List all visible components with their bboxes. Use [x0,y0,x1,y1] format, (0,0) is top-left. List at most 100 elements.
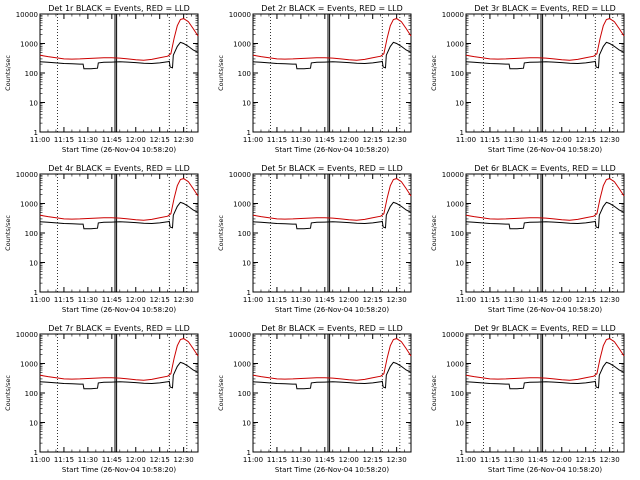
x-tick-label: 12:15 [150,136,170,144]
x-tick-label: 11:00 [30,456,50,464]
x-tick-label: 12:30 [600,296,620,304]
x-tick-label: 11:15 [54,296,74,304]
y-axis-label: Counts/sec [217,375,225,411]
y-axis-label: Counts/sec [4,215,12,251]
y-tick-label: 1 [34,449,38,457]
x-tick-label: 11:45 [528,296,548,304]
panel-7: Det 7r BLACK = Events, RED = LLD 1 10 100 10… [4,324,199,474]
x-tick-label: 12:15 [576,296,596,304]
x-tick-label: 12:00 [126,456,146,464]
y-tick-label: 10 [242,260,251,268]
y-tick-label: 10 [242,100,251,108]
x-tick-label: 11:15 [267,136,287,144]
panel-title: Det 5r BLACK = Events, RED = LLD [261,164,403,173]
x-axis-label: Start Time (26-Nov-04 10:58:20) [275,306,389,314]
x-tick-label: 11:30 [78,296,98,304]
x-tick-label: 11:00 [243,456,263,464]
y-tick-label: 10 [455,260,464,268]
y-tick-label: 1000 [233,201,251,209]
series-line-lld [465,18,625,61]
y-tick-label: 10 [29,420,38,428]
x-tick-label: 11:45 [528,456,548,464]
x-tick-label: 12:30 [600,456,620,464]
x-tick-label: 11:15 [480,136,500,144]
panel-5: Det 5r BLACK = Events, RED = LLD 1 10 100 10… [217,164,412,314]
y-tick-label: 10 [29,100,38,108]
x-tick-label: 12:00 [552,296,572,304]
y-tick-label: 1000 [233,41,251,49]
x-tick-label: 11:00 [30,136,50,144]
plot-frame [39,13,199,133]
y-tick-label: 10 [29,260,38,268]
panel-title: Det 7r BLACK = Events, RED = LLD [48,324,190,333]
x-tick-label: 12:15 [576,456,596,464]
y-tick-label: 100 [451,390,464,398]
series-line-events [465,201,625,230]
series-line-lld [39,178,199,221]
series-line-events [252,361,412,390]
series-line-lld [465,338,625,381]
panel-title: Det 2r BLACK = Events, RED = LLD [261,4,403,13]
x-tick-label: 11:30 [504,136,524,144]
x-tick-label: 12:15 [363,296,383,304]
series-line-lld [465,178,625,221]
x-tick-label: 11:45 [102,296,122,304]
panel-title: Det 1r BLACK = Events, RED = LLD [48,4,190,13]
x-tick-label: 11:30 [291,136,311,144]
x-tick-label: 12:00 [552,136,572,144]
y-tick-label: 1 [247,449,251,457]
x-tick-label: 11:45 [315,456,335,464]
y-tick-label: 10 [242,420,251,428]
plot-frame [465,173,625,293]
panel-2: Det 2r BLACK = Events, RED = LLD 1 10 100 10… [217,4,412,154]
y-tick-label: 1000 [20,361,38,369]
x-tick-label: 12:00 [339,296,359,304]
series-line-events [39,201,199,230]
y-axis-label: Counts/sec [4,55,12,91]
x-axis-label: Start Time (26-Nov-04 10:58:20) [488,306,602,314]
x-tick-label: 11:00 [243,296,263,304]
x-axis-label: Start Time (26-Nov-04 10:58:20) [62,466,176,474]
x-tick-label: 11:15 [54,136,74,144]
x-tick-label: 11:15 [480,456,500,464]
panel-1: Det 1r BLACK = Events, RED = LLD 1 10 100 10… [4,4,199,154]
y-tick-label: 1000 [446,361,464,369]
y-tick-label: 10000 [442,171,464,179]
x-axis-label: Start Time (26-Nov-04 10:58:20) [62,146,176,154]
x-tick-label: 12:15 [363,136,383,144]
series-line-events [465,41,625,70]
y-tick-label: 1000 [20,41,38,49]
x-tick-label: 11:15 [480,296,500,304]
x-tick-label: 12:00 [126,136,146,144]
y-axis-label: Counts/sec [430,55,438,91]
x-tick-label: 12:00 [552,456,572,464]
x-tick-label: 12:00 [126,296,146,304]
series-line-lld [252,338,412,381]
y-tick-label: 1 [460,129,464,137]
x-tick-label: 11:45 [102,456,122,464]
y-tick-label: 1 [460,289,464,297]
x-tick-label: 11:45 [528,136,548,144]
y-tick-label: 1 [34,289,38,297]
series-line-lld [39,18,199,61]
y-axis-label: Counts/sec [217,55,225,91]
panel-title: Det 3r BLACK = Events, RED = LLD [474,4,616,13]
x-tick-label: 11:30 [78,136,98,144]
x-axis-label: Start Time (26-Nov-04 10:58:20) [275,146,389,154]
x-tick-label: 12:15 [363,456,383,464]
plot-frame [252,173,412,293]
y-tick-label: 100 [238,70,251,78]
x-tick-label: 11:00 [456,456,476,464]
panel-title: Det 6r BLACK = Events, RED = LLD [474,164,616,173]
x-tick-label: 11:30 [291,456,311,464]
panel-3: Det 3r BLACK = Events, RED = LLD 1 10 100 10… [430,4,625,154]
x-tick-label: 12:00 [339,456,359,464]
series-line-events [252,41,412,70]
y-axis-label: Counts/sec [217,215,225,251]
y-tick-label: 1000 [446,41,464,49]
series-line-lld [39,338,199,381]
y-tick-label: 100 [238,230,251,238]
x-tick-label: 12:15 [150,296,170,304]
y-tick-label: 100 [451,70,464,78]
panel-title: Det 9r BLACK = Events, RED = LLD [474,324,616,333]
